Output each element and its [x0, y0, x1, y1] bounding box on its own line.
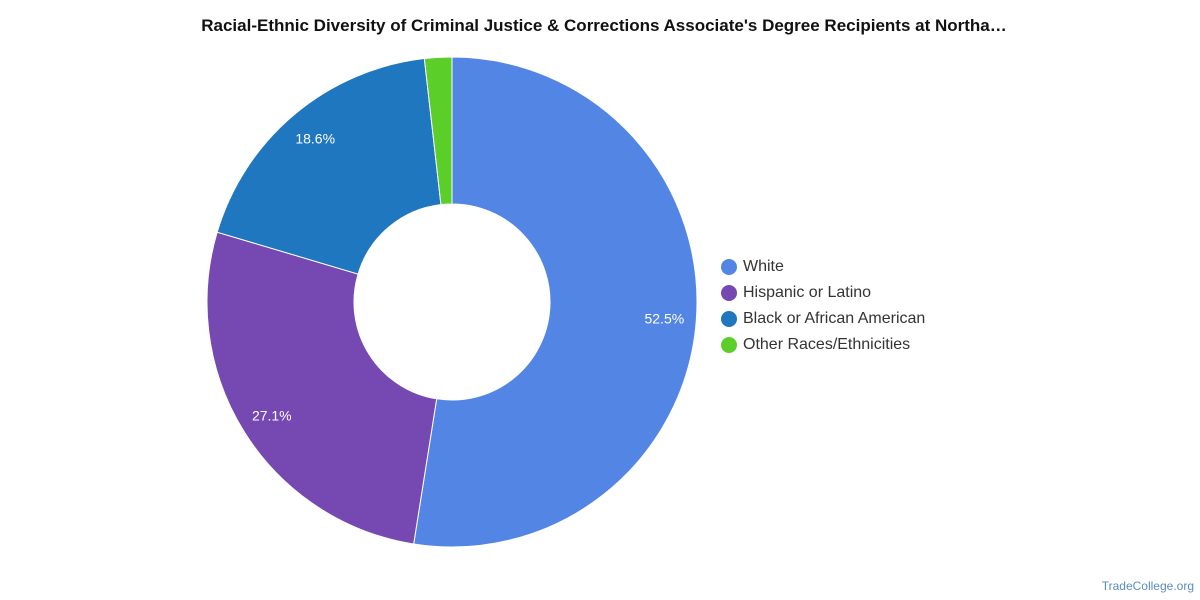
legend-swatch	[721, 311, 737, 327]
slice-label-black-or-african-american: 18.6%	[295, 131, 335, 147]
legend-label: Black or African American	[743, 310, 926, 327]
legend-swatch	[721, 285, 737, 301]
slice-other-races-ethnicities[interactable]	[423, 56, 453, 206]
slice-white[interactable]	[413, 56, 698, 548]
legend-label: Hispanic or Latino	[743, 284, 872, 301]
legend-item-black-or-african-american[interactable]: Black or African American	[721, 306, 925, 332]
legend-item-other-races-ethnicities[interactable]: Other Races/Ethnicities	[721, 332, 925, 358]
credit-link[interactable]: TradeCollege.org	[1101, 579, 1194, 593]
chart-title: Racial-Ethnic Diversity of Criminal Just…	[201, 16, 1007, 35]
legend-label: Other Races/Ethnicities	[743, 336, 911, 353]
legend-swatch	[721, 259, 737, 275]
legend-label: White	[743, 258, 784, 275]
legend-item-hispanic-or-latino[interactable]: Hispanic or Latino	[721, 280, 925, 306]
legend: White Hispanic or Latino Black or African …	[721, 254, 925, 358]
slice-hispanic-or-latino[interactable]	[206, 231, 438, 545]
legend-item-white[interactable]: White	[721, 254, 925, 280]
legend-swatch	[721, 337, 737, 353]
slice-label-white: 52.5%	[644, 311, 684, 327]
slice-label-hispanic-or-latino: 27.1%	[252, 408, 292, 424]
slice-black-or-african-american[interactable]	[216, 58, 442, 275]
